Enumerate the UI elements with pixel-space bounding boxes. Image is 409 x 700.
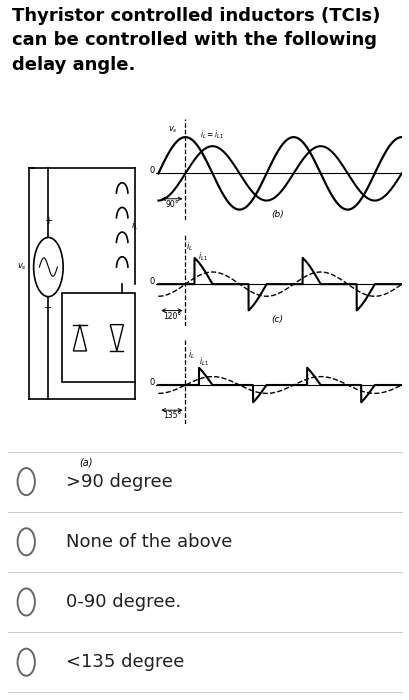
Text: $i_{L1}$: $i_{L1}$	[198, 251, 207, 262]
Text: $\omega t$: $\omega t$	[407, 378, 409, 389]
Text: (a): (a)	[79, 458, 92, 468]
Text: 0-90 degree.: 0-90 degree.	[65, 593, 180, 611]
Text: +: +	[44, 216, 52, 226]
Text: $v_s$: $v_s$	[17, 262, 27, 272]
Text: $v_s$: $v_s$	[167, 125, 178, 135]
Text: $i_L$: $i_L$	[187, 349, 194, 361]
Text: $i_{L1}$: $i_{L1}$	[198, 356, 208, 368]
Text: None of the above: None of the above	[65, 533, 231, 551]
Text: 135°: 135°	[162, 411, 181, 420]
Text: −: −	[44, 303, 52, 313]
Text: $i_L = i_{L1}$: $i_L = i_{L1}$	[199, 128, 224, 141]
Text: $i_L$: $i_L$	[185, 241, 193, 253]
Text: (c): (c)	[271, 314, 283, 323]
Text: $\omega t$: $\omega t$	[407, 167, 409, 178]
Text: >90 degree: >90 degree	[65, 473, 172, 491]
Text: (b): (b)	[270, 210, 283, 219]
Text: 0: 0	[149, 166, 155, 175]
Bar	[61, 293, 135, 382]
Text: $\omega t$: $\omega t$	[407, 277, 409, 288]
Text: 0: 0	[149, 379, 155, 387]
Text: $i_L$: $i_L$	[131, 220, 139, 232]
Text: 90°: 90°	[165, 199, 178, 209]
Text: Thyristor controlled inductors (TCIs)
can be controlled with the following
delay: Thyristor controlled inductors (TCIs) ca…	[12, 7, 380, 74]
Text: 0: 0	[149, 277, 155, 286]
Text: <135 degree: <135 degree	[65, 653, 184, 671]
Text: 120°: 120°	[162, 312, 181, 321]
